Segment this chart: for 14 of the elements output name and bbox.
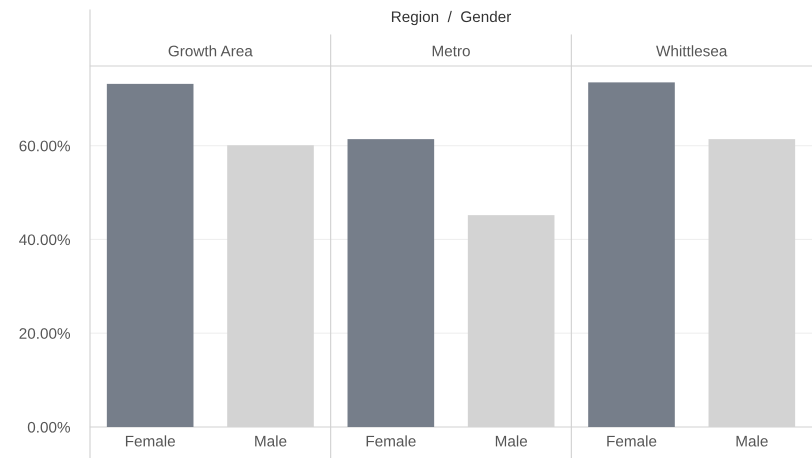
x-tick-label: Male [255, 435, 286, 447]
chart-title: Growth Area [168, 45, 253, 56]
x-tick-label: Female [126, 435, 175, 447]
x-tick-label: Male [736, 435, 768, 447]
y-tick-label: 60.00% [20, 140, 70, 152]
y-tick-label: 40.00% [19, 234, 70, 246]
chart-title: Whittlesea [656, 45, 728, 56]
text: Region / Gender [392, 10, 512, 26]
y-tick-label: 20.00% [20, 328, 70, 339]
x-tick-label: Female [607, 435, 656, 447]
chart-title: Metro [432, 46, 470, 56]
x-tick-label: Male [496, 435, 528, 447]
y-tick-label: 0.00% [28, 422, 70, 433]
x-tick-label: Female [366, 435, 416, 447]
